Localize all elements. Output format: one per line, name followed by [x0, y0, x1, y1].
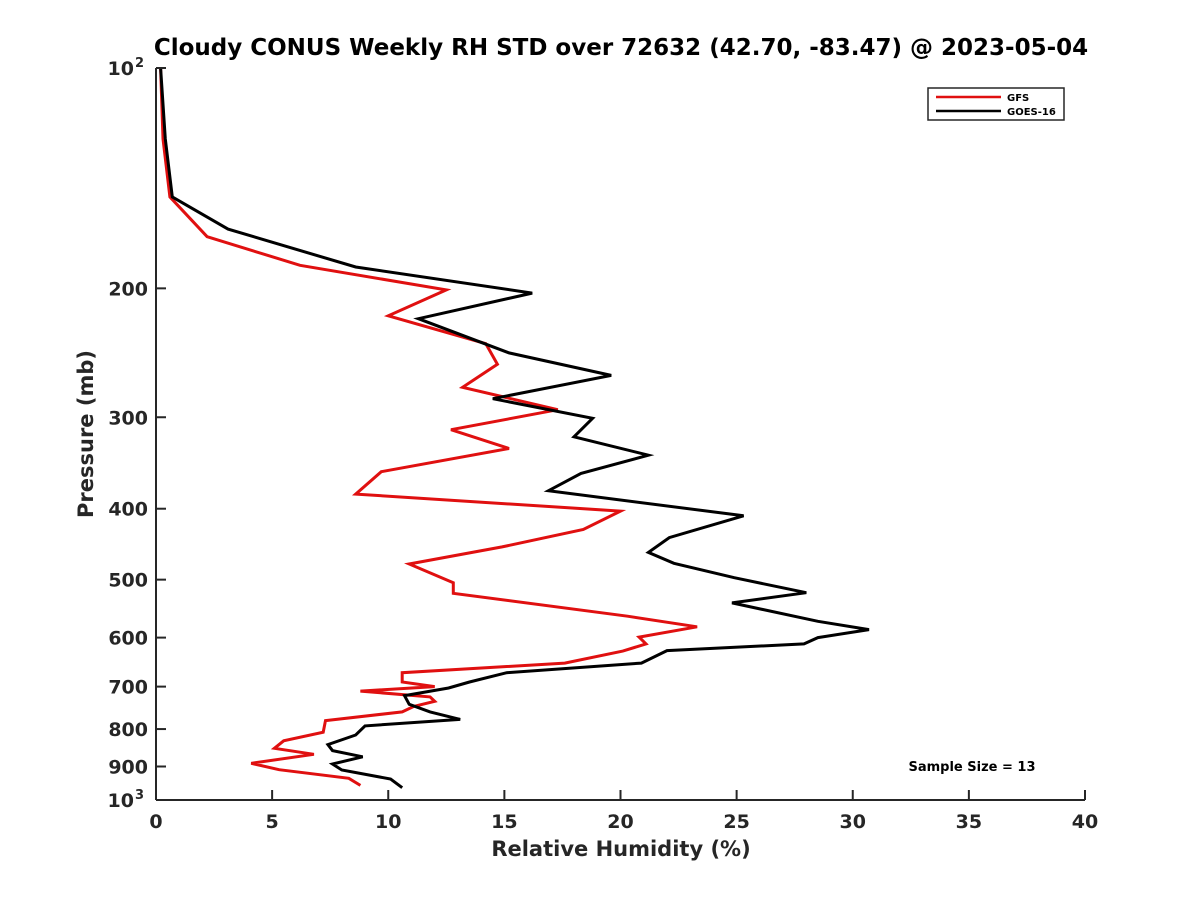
y-tick-exponent: 2 — [135, 56, 144, 71]
y-tick-label: 10 — [108, 790, 134, 812]
y-tick-label: 200 — [108, 278, 148, 300]
y-tick-label: 700 — [108, 677, 148, 699]
x-tick-label: 5 — [266, 811, 279, 833]
legend-box — [927, 87, 1065, 121]
y-tick-label: 600 — [108, 628, 148, 650]
legend-goes16-label: GOES-16 — [1007, 107, 1056, 118]
y-tick-exponent: 3 — [135, 788, 144, 803]
y-tick-label: 300 — [108, 407, 148, 429]
y-tick-label: 900 — [108, 757, 148, 779]
legend-gfs-label: GFS — [1007, 93, 1029, 104]
x-tick-label: 15 — [491, 811, 517, 833]
y-tick-label: 400 — [108, 499, 148, 521]
y-tick-label: 10 — [108, 58, 134, 80]
x-axis-ticks: 0 5 10 15 20 25 30 35 40 — [149, 790, 1098, 833]
legend: GFS GOES-16 — [927, 87, 1065, 121]
x-tick-label: 25 — [723, 811, 749, 833]
sample-size-note: Sample Size = 13 — [908, 760, 1035, 775]
x-axis-label: Relative Humidity (%) — [491, 837, 750, 861]
x-tick-label: 40 — [1072, 811, 1098, 833]
x-tick-label: 20 — [607, 811, 633, 833]
y-tick-label: 800 — [108, 719, 148, 741]
x-tick-label: 35 — [956, 811, 982, 833]
series-line-gfs — [159, 67, 698, 787]
plot-axes — [155, 68, 1085, 801]
y-axis-label: Pressure (mb) — [74, 350, 98, 518]
plot-lines — [159, 67, 870, 789]
x-tick-label: 0 — [149, 811, 162, 833]
x-tick-label: 30 — [840, 811, 866, 833]
x-tick-label: 10 — [375, 811, 401, 833]
series-line-goes16 — [159, 67, 870, 789]
chart-title: Cloudy CONUS Weekly RH STD over 72632 (4… — [154, 35, 1088, 61]
y-tick-label: 500 — [108, 570, 148, 592]
